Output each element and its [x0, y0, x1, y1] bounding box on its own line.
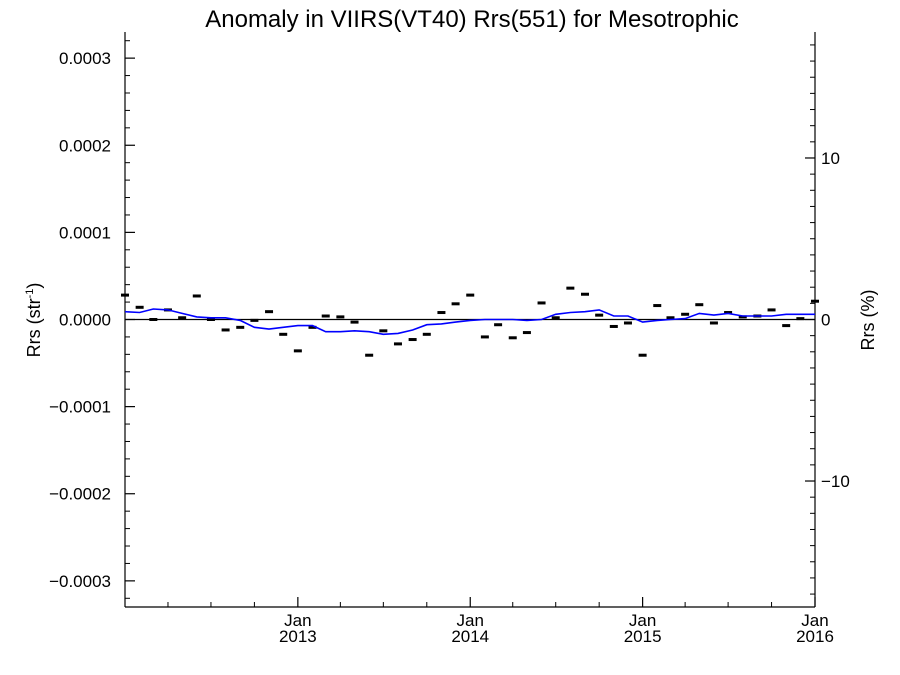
chart-title: Anomaly in VIIRS(VT40) Rrs(551) for Meso… — [205, 6, 739, 33]
y-tick-label: −0.0001 — [49, 398, 111, 417]
y2-tick-label: 0 — [821, 311, 830, 330]
data-point-marker — [408, 338, 417, 342]
data-point-marker — [451, 302, 460, 306]
data-point-marker — [609, 324, 618, 328]
data-point-marker — [437, 311, 446, 315]
data-point-marker — [178, 316, 187, 320]
data-point-marker — [709, 321, 718, 325]
y2-tick-label: 10 — [821, 149, 840, 168]
data-point-marker — [321, 314, 330, 318]
data-point-marker — [522, 331, 531, 335]
y-tick-label: 0.0001 — [59, 223, 111, 242]
minor-ticks — [125, 40, 815, 607]
data-point-marker — [767, 308, 776, 312]
data-point-marker — [379, 329, 388, 333]
data-point-marker — [623, 321, 632, 325]
data-point-marker — [724, 311, 733, 315]
data-point-marker — [293, 349, 302, 353]
data-point-marker — [782, 324, 791, 328]
x-tick-year: 2015 — [624, 627, 662, 646]
x-tick-month: Jan — [801, 611, 828, 630]
data-point-marker — [250, 318, 259, 322]
data-point-marker — [308, 325, 317, 329]
left-y-axis: 0.0003 0.0002 0.0001 0.0000 −0.0001 −0.0002 −0… — [49, 49, 135, 591]
data-point-marker — [350, 320, 359, 324]
data-point-marker — [192, 294, 201, 298]
x-tick-year: 2013 — [279, 627, 317, 646]
data-point-marker — [595, 313, 604, 317]
y-tick-label: −0.0002 — [49, 485, 111, 504]
y-tick-label: 0.0002 — [59, 136, 111, 155]
x-tick-month: Jan — [629, 611, 656, 630]
data-point-marker — [422, 332, 431, 336]
data-point-marker — [811, 299, 819, 303]
y-tick-label: 0.0003 — [59, 49, 111, 68]
data-point-marker — [121, 293, 129, 297]
data-point-marker — [265, 310, 274, 314]
data-point-marker — [653, 304, 662, 308]
y2-tick-label: −10 — [821, 472, 850, 491]
data-point-marker — [279, 332, 288, 336]
right-y-axis-label: Rrs (%) — [858, 290, 878, 351]
data-point-marker — [796, 317, 805, 321]
data-point-marker — [221, 328, 230, 332]
data-point-marker — [537, 301, 546, 305]
series-layer — [121, 286, 819, 357]
x-tick-month: Jan — [457, 611, 484, 630]
data-point-marker — [738, 315, 747, 319]
data-point-marker — [393, 342, 402, 346]
data-point-marker — [681, 312, 690, 316]
data-point-marker — [566, 286, 575, 290]
x-tick-month: Jan — [284, 611, 311, 630]
data-point-marker — [666, 316, 675, 320]
data-point-marker — [149, 318, 158, 321]
x-tick-year: 2014 — [451, 627, 489, 646]
y-tick-label: 0.0000 — [59, 311, 111, 330]
data-point-marker — [206, 318, 215, 321]
data-point-marker — [466, 293, 475, 297]
x-tick-year: 2016 — [796, 627, 834, 646]
data-point-marker — [135, 305, 144, 309]
y-tick-label: −0.0003 — [49, 572, 111, 591]
left-y-axis-label: Rrs (str-1) — [24, 283, 44, 358]
data-point-marker — [508, 336, 517, 340]
data-point-marker — [480, 335, 489, 339]
data-point-marker — [551, 316, 560, 320]
blue-trend-line — [124, 308, 815, 336]
data-point-marker — [236, 325, 245, 329]
data-point-marker — [695, 303, 704, 307]
data-point-marker — [581, 292, 589, 296]
data-point-marker — [336, 315, 345, 319]
data-point-marker — [365, 353, 374, 357]
data-point-marker — [494, 323, 503, 327]
data-point-marker — [638, 353, 647, 357]
